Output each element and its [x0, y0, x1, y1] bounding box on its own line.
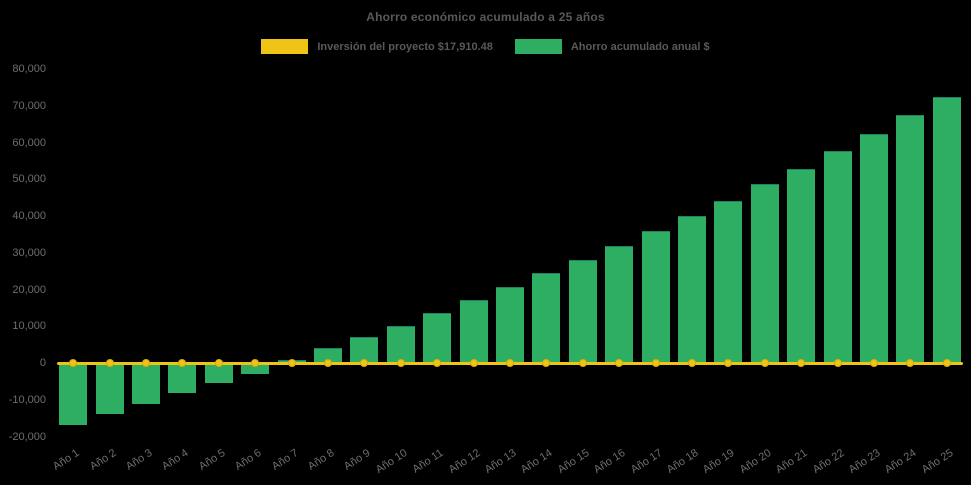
investment-line-marker — [797, 359, 806, 367]
bar-año-23 — [860, 133, 888, 364]
legend: Inversión del proyecto $17,910.48 Ahorro … — [0, 39, 971, 54]
investment-line-marker — [542, 359, 551, 367]
legend-swatch-ahorro — [514, 39, 562, 54]
y-axis-tick: 70,000 — [12, 99, 46, 112]
investment-line-marker — [433, 359, 442, 367]
bar-año-1 — [59, 363, 88, 425]
investment-line-marker — [396, 359, 405, 367]
bar-año-17 — [641, 231, 670, 364]
investment-line-marker — [688, 359, 696, 367]
bar-año-13 — [496, 286, 524, 364]
legend-label-ahorro: Ahorro acumulado anual $ — [570, 40, 710, 53]
y-axis-tick: -20,000 — [8, 430, 46, 443]
bar-año-14 — [532, 273, 561, 364]
investment-line-marker — [906, 359, 915, 367]
investment-line-marker — [760, 359, 769, 367]
y-axis-tick: 60,000 — [12, 136, 46, 149]
y-axis-tick: -10,000 — [8, 393, 46, 406]
bar-año-19 — [714, 200, 743, 364]
investment-line-marker — [942, 359, 951, 367]
y-axis-tick: 30,000 — [12, 246, 46, 259]
investment-line-marker — [324, 359, 332, 367]
investment-line-marker — [578, 359, 587, 367]
investment-line-marker — [615, 359, 624, 367]
bar-año-15 — [568, 260, 597, 364]
legend-item-ahorro: Ahorro acumulado anual $ — [514, 39, 710, 54]
investment-line-marker — [69, 359, 78, 367]
chart-title: Ahorro económico acumulado a 25 años — [366, 10, 605, 24]
bar-año-18 — [678, 216, 706, 364]
investment-line-marker — [870, 359, 878, 367]
bar-año-21 — [787, 168, 816, 364]
legend-swatch-inversion — [261, 39, 309, 54]
y-axis-tick: 40,000 — [12, 210, 46, 222]
investment-line-marker — [142, 359, 150, 367]
y-axis-tick: 10,000 — [12, 320, 46, 333]
investment-line-marker — [724, 359, 733, 367]
investment-line-marker — [651, 359, 660, 367]
bar-año-10 — [386, 325, 415, 364]
investment-line-marker — [360, 359, 369, 367]
bar-año-4 — [168, 363, 197, 394]
bar-año-16 — [605, 245, 634, 364]
investment-line-marker — [178, 359, 187, 367]
bar-año-12 — [459, 300, 488, 364]
bar-año-8 — [314, 347, 342, 364]
investment-line-marker — [833, 359, 842, 367]
investment-line-marker — [214, 359, 223, 367]
investment-line-marker — [287, 359, 296, 367]
y-axis-tick: 50,000 — [12, 173, 46, 186]
bar-año-22 — [823, 150, 852, 364]
investment-line-marker — [506, 359, 514, 367]
bar-año-20 — [750, 184, 779, 364]
legend-item-inversion: Inversión del proyecto $17,910.48 — [261, 39, 493, 54]
y-axis-tick: 80,000 — [12, 63, 46, 75]
y-axis-tick: 20,000 — [12, 283, 46, 296]
bar-año-25 — [932, 96, 961, 364]
investment-line-marker — [469, 359, 478, 367]
bar-año-2 — [95, 363, 124, 415]
bar-año-11 — [423, 313, 452, 364]
bar-año-24 — [896, 115, 925, 364]
legend-label-inversion: Inversión del proyecto $17,910.48 — [317, 40, 493, 53]
bar-año-3 — [132, 363, 160, 404]
investment-line-marker — [105, 359, 114, 367]
y-axis-tick: 0 — [39, 357, 46, 369]
investment-line-marker — [251, 359, 260, 367]
